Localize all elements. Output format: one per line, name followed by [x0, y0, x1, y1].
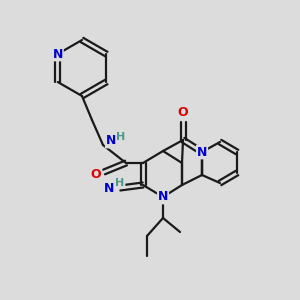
Text: N: N	[197, 146, 207, 158]
Text: O: O	[178, 106, 188, 118]
Text: H: H	[116, 132, 126, 142]
Text: O: O	[91, 167, 101, 181]
Text: N: N	[106, 134, 116, 148]
Text: N: N	[52, 47, 63, 61]
Text: N: N	[158, 190, 168, 203]
Text: H: H	[116, 178, 124, 188]
Text: N: N	[104, 182, 114, 194]
